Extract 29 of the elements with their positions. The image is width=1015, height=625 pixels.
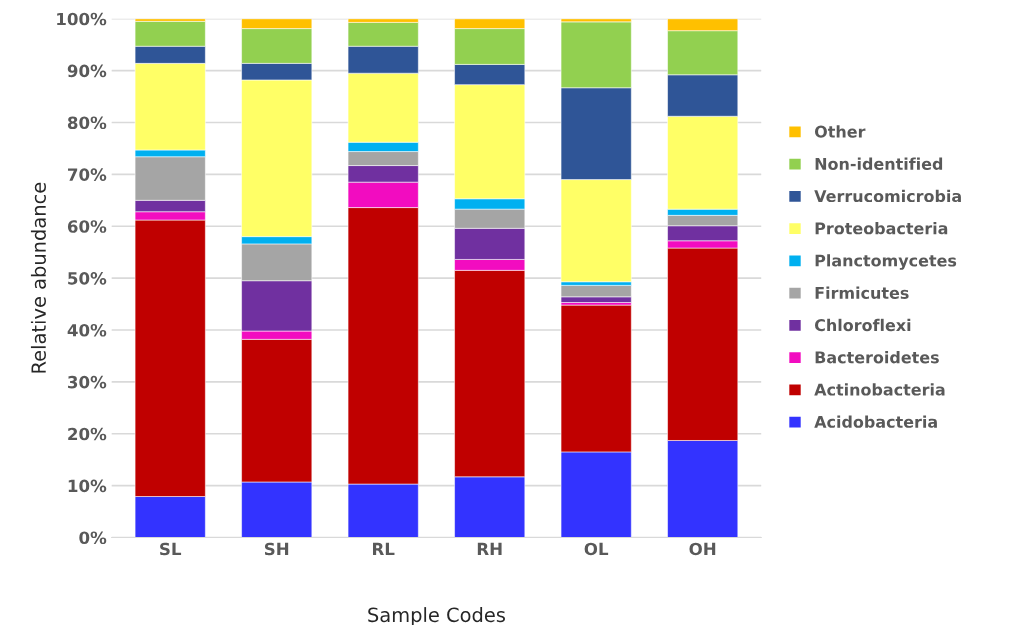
- x-axis-title: Sample Codes: [368, 607, 505, 625]
- x-tick-label: OH: [689, 542, 716, 556]
- y-tick-label: 70%: [68, 168, 107, 181]
- legend-label: Verrucomicrobia: [814, 189, 961, 203]
- legend-label: Other: [814, 125, 866, 138]
- y-tick-label: 10%: [68, 479, 107, 493]
- legend-label: Actinobacteria: [814, 383, 945, 396]
- y-axis-title: Relative abundance: [30, 182, 46, 373]
- x-tick-label: SH: [264, 542, 289, 556]
- legend-label: Bacteroidetes: [815, 351, 939, 364]
- y-tick-label: 50%: [68, 272, 107, 285]
- x-tick-label: RH: [477, 542, 502, 556]
- x-tick-label: SL: [160, 542, 182, 556]
- x-tick-label: RL: [373, 542, 395, 556]
- legend-label: Planctomycetes: [815, 254, 957, 270]
- legend-label: Non-identified: [815, 157, 943, 170]
- y-tick-label: 0%: [79, 531, 107, 545]
- y-tick-label: 90%: [67, 64, 107, 78]
- legend-label: Chloroflexi: [814, 318, 911, 332]
- y-tick-label: 60%: [67, 220, 107, 233]
- x-tick-label: OL: [584, 542, 609, 556]
- y-tick-label: 100%: [57, 12, 107, 26]
- y-tick-label: 80%: [67, 116, 107, 130]
- legend-label: Proteobacteria: [815, 221, 948, 235]
- y-tick-label: 30%: [68, 375, 107, 389]
- y-tick-label: 20%: [68, 427, 107, 441]
- legend-label: Firmicutes: [815, 286, 909, 299]
- y-tick-label: 40%: [67, 323, 107, 337]
- legend-label: Acidobacteria: [814, 415, 937, 428]
